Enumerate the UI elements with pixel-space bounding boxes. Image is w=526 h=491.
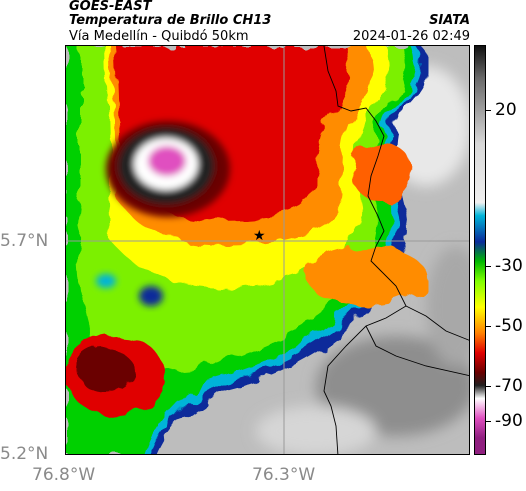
lat-tick-label: 5.7°N <box>0 231 49 251</box>
admin-boundaries <box>323 46 469 454</box>
timestamp: 2024-01-26 02:49 <box>352 29 470 44</box>
colorbar-label: -30 <box>495 256 523 276</box>
temperature-colorbar <box>474 45 486 455</box>
lon-tick-label: 76.3°W <box>252 465 316 485</box>
colorbar-tick <box>486 110 491 111</box>
cold-spots <box>96 274 163 306</box>
colorbar-label: -70 <box>495 376 523 396</box>
colorbar-tick <box>486 326 491 327</box>
route-subtitle: Vía Medellín - Quibdó 50km <box>69 29 249 44</box>
location-star-marker: ★ <box>253 228 266 244</box>
brightness-temperature-field <box>66 46 469 454</box>
colorbar-tick <box>486 386 491 387</box>
product-title: Temperatura de Brillo CH13 <box>69 13 272 28</box>
colorbar-label: -50 <box>495 316 523 336</box>
graticule <box>66 46 469 454</box>
source-label: SIATA <box>429 13 470 28</box>
satellite-name: GOES-EAST <box>69 0 152 14</box>
satellite-map[interactable]: ★ <box>65 45 470 455</box>
lon-tick-label: 76.8°W <box>32 465 96 485</box>
convective-core <box>106 121 230 217</box>
colorbar-label: -90 <box>495 411 523 431</box>
lat-tick-label: 5.2°N <box>0 444 49 464</box>
colorbar-tick <box>486 266 491 267</box>
colorbar-tick <box>486 421 491 422</box>
colorbar-label: 20 <box>495 100 517 120</box>
